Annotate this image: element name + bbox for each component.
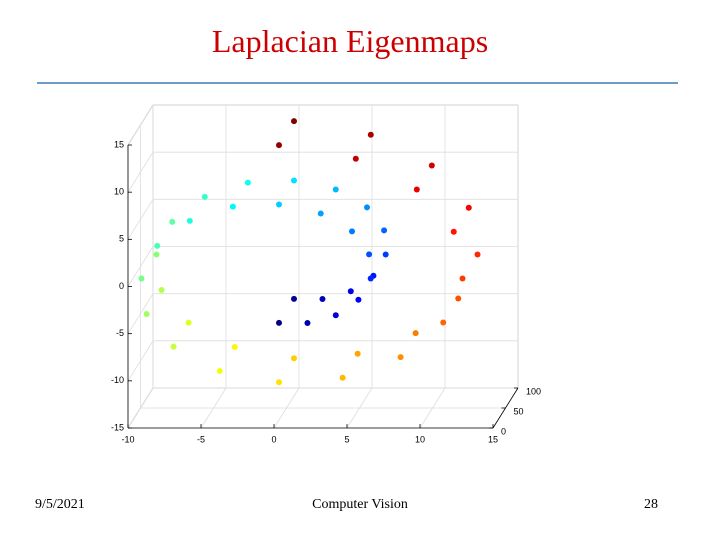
x-tick-label: 5 [344,434,349,444]
point [355,296,362,303]
z-tick-label: 0 [119,281,124,291]
z-tick-label: 5 [119,234,124,244]
point [319,296,326,303]
point [367,275,374,282]
point [459,275,466,282]
point [276,319,282,326]
point [382,251,389,258]
point [291,118,297,125]
point [440,319,447,326]
x-tick-label: -10 [121,434,134,444]
slide-footer: Computer Vision [312,497,408,512]
slide-date: 9/5/2021 [35,497,85,512]
point [349,228,355,235]
point [138,275,145,282]
point [244,179,251,186]
y-tick-label: 50 [514,406,524,416]
point [201,193,208,200]
point [366,251,373,258]
point [354,350,361,357]
point [339,374,346,381]
point [465,204,472,211]
x-tick-label: 15 [488,434,498,444]
point [169,218,176,225]
point [412,330,419,337]
y-tick-label: 100 [526,386,541,396]
point [276,379,282,386]
page-number: 28 [644,497,658,512]
point [381,227,388,234]
x-tick-label: 0 [271,434,276,444]
point [186,217,193,224]
point [185,319,192,326]
point [170,343,177,350]
x-tick-label: -5 [197,434,205,444]
point [332,312,339,319]
point [367,131,374,138]
z-tick-label: 10 [114,187,124,197]
z-tick-label: -10 [111,375,124,385]
point [347,288,354,295]
z-tick-label: -5 [116,328,124,338]
x-tick-label: 10 [415,434,425,444]
point [229,203,236,210]
point [455,295,462,302]
point [276,142,282,149]
point [143,310,150,317]
point [291,177,297,184]
point [216,367,223,374]
point [450,228,457,235]
slide-title: Laplacian Eigenmaps [212,23,488,59]
z-tick-label: 15 [114,139,124,149]
z-tick-label: -15 [111,422,124,432]
point [153,251,160,258]
point [158,286,165,293]
point [304,320,311,327]
point [291,295,297,302]
point [332,186,339,193]
point [317,210,324,217]
point [428,162,435,169]
y-tick-label: 0 [501,426,506,436]
point [397,354,404,361]
point [154,242,161,249]
point [352,155,359,162]
point [231,343,238,350]
point [413,186,420,193]
point [276,201,282,208]
point [364,204,370,211]
point [291,355,297,362]
point [474,251,481,258]
